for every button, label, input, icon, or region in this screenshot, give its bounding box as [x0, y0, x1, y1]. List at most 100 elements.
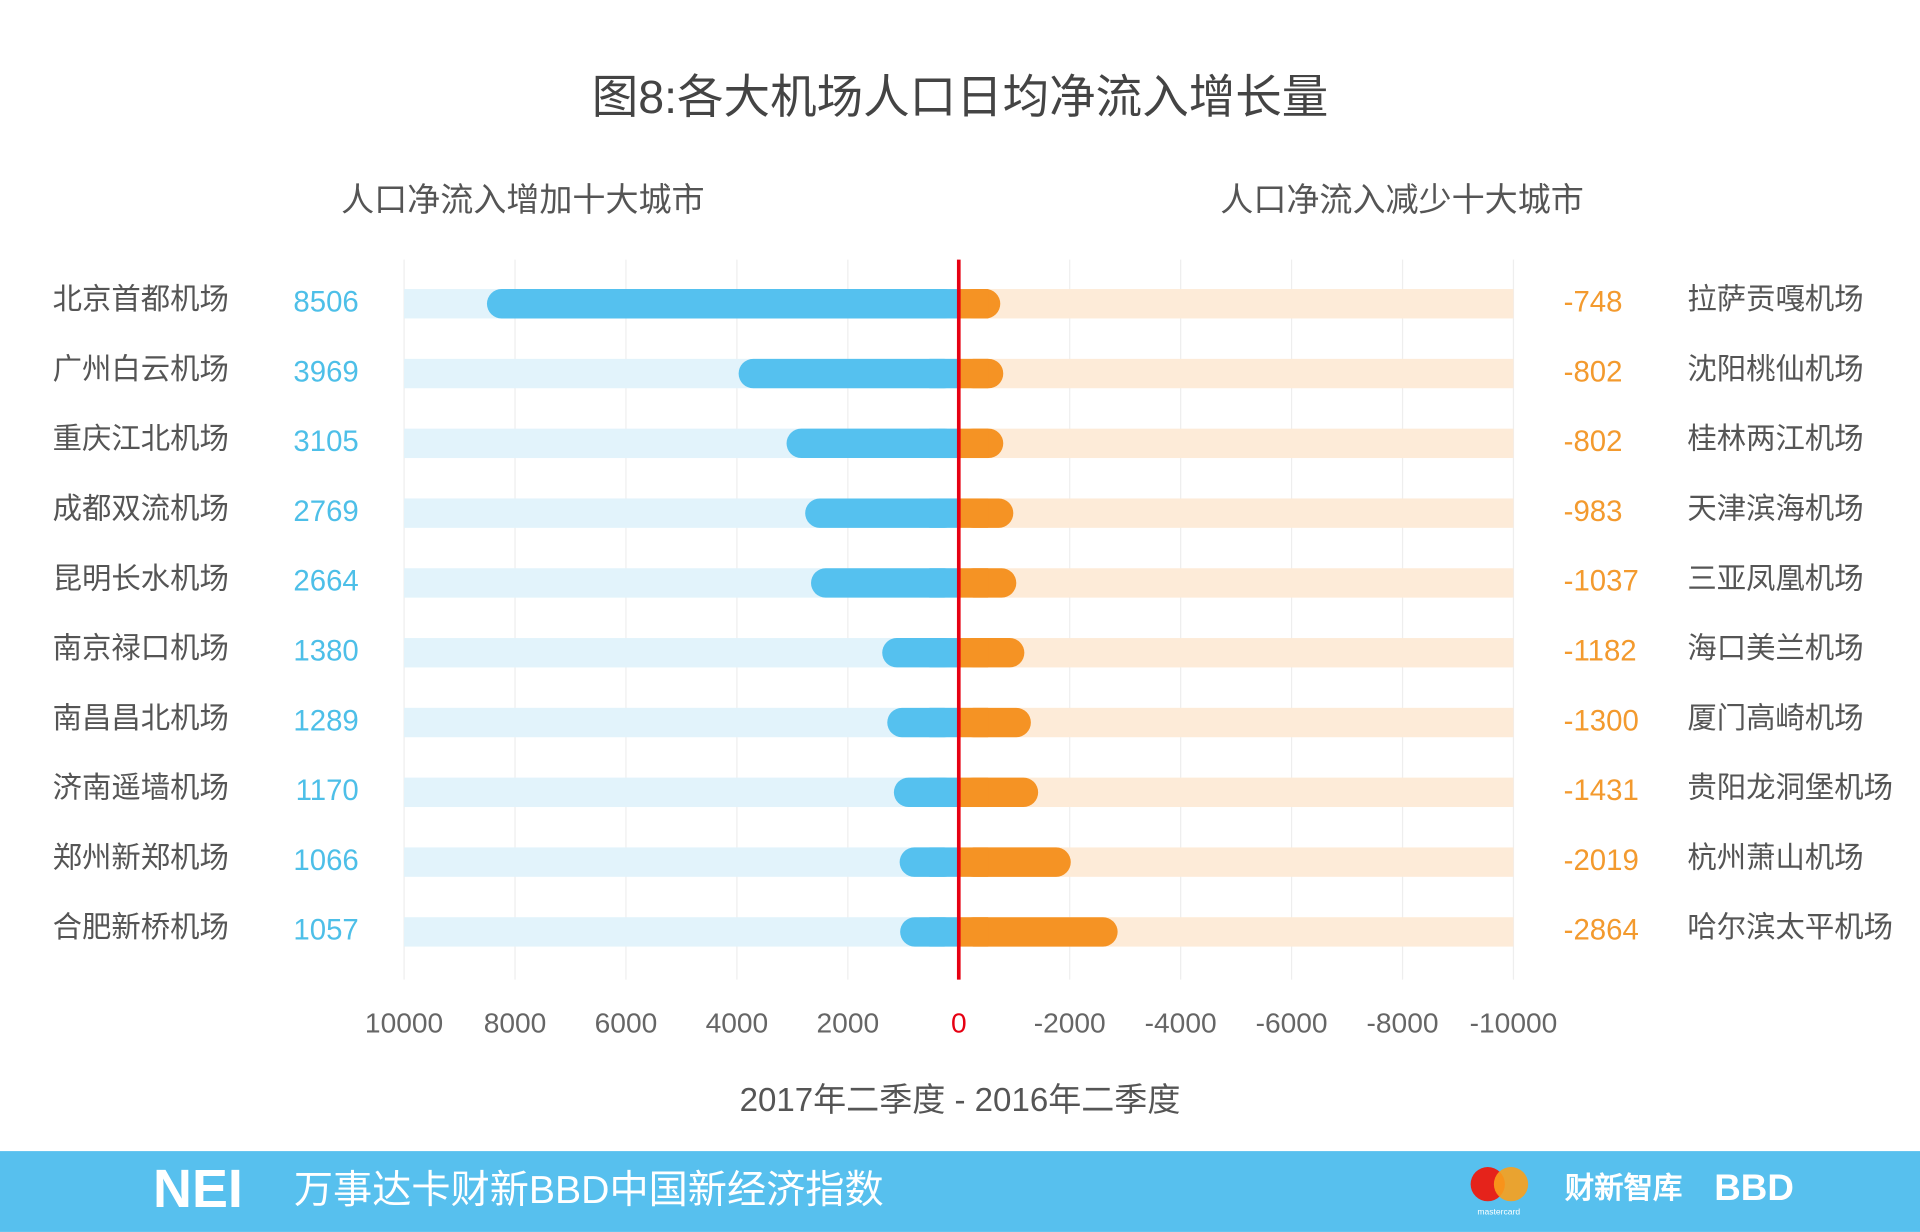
- bar: [958, 707, 989, 738]
- category-label: 杭州萧山机场: [1687, 841, 1863, 874]
- category-label: 天津滨海机场: [1687, 492, 1863, 525]
- x-tick-label: 6000: [595, 1007, 658, 1038]
- bar-track: [958, 428, 1514, 459]
- bar: [929, 428, 959, 459]
- bar: [929, 777, 959, 808]
- series-heading: 人口净流入减少十大城市: [1220, 182, 1584, 219]
- category-label: 北京首都机场: [53, 283, 229, 316]
- bar: [958, 917, 1118, 947]
- value-label: 3105: [293, 425, 358, 458]
- bar: [929, 847, 959, 877]
- value-label: 1170: [296, 774, 359, 807]
- category-label: 成都双流机场: [53, 492, 229, 525]
- value-label: 2769: [293, 495, 358, 528]
- bar: [958, 428, 989, 459]
- category-label: 重庆江北机场: [53, 423, 229, 456]
- category-label: 桂林两江机场: [1687, 423, 1863, 456]
- value-label: -2019: [1564, 844, 1639, 877]
- bar: [929, 917, 959, 947]
- x-tick-label: 2000: [817, 1007, 880, 1038]
- bar: [929, 707, 959, 738]
- bar-track: [404, 917, 959, 947]
- bar-track: [958, 777, 1514, 808]
- bar: [958, 917, 989, 947]
- category-label: 沈阳桃仙机场: [1687, 353, 1863, 386]
- footer-band: [0, 1151, 1920, 1232]
- value-label: 1380: [293, 635, 358, 668]
- value-label: -748: [1564, 286, 1623, 319]
- x-tick-label: 8000: [484, 1007, 547, 1038]
- footer-logo: NEI: [153, 1159, 243, 1219]
- bar: [786, 428, 959, 459]
- bar: [929, 498, 959, 528]
- bar: [805, 498, 959, 528]
- category-label: 南京禄口机场: [53, 632, 229, 665]
- bar-track: [958, 568, 1514, 598]
- bar-track: [958, 498, 1514, 528]
- value-label: -1037: [1564, 565, 1639, 598]
- bar: [958, 638, 989, 668]
- partner-logo: mastercard: [1477, 1207, 1520, 1217]
- category-label: 贵阳龙洞堡机场: [1687, 772, 1893, 805]
- x-tick-label: 4000: [706, 1007, 769, 1038]
- x-tick-label: -6000: [1256, 1007, 1328, 1038]
- partner-logo: BBD: [1714, 1167, 1794, 1208]
- bar: [929, 358, 959, 389]
- series-heading: 人口净流入增加十大城市: [341, 182, 705, 219]
- mastercard-circle: [1493, 1167, 1529, 1202]
- footer-title: 万事达卡财新BBD中国新经济指数: [294, 1169, 884, 1212]
- category-label: 昆明长水机场: [53, 562, 229, 595]
- bar: [958, 358, 989, 389]
- bar-track: [404, 777, 959, 808]
- chart-title: 图8:各大机场人口日均净流入增长量: [592, 71, 1329, 123]
- category-label: 拉萨贡嘎机场: [1687, 283, 1863, 316]
- bar: [929, 638, 959, 668]
- x-tick-label: -10000: [1470, 1007, 1558, 1038]
- value-label: -1300: [1564, 704, 1639, 737]
- bar: [486, 289, 959, 319]
- bar: [929, 568, 959, 598]
- bar-track: [958, 707, 1514, 738]
- value-label: 8506: [293, 286, 358, 319]
- category-label: 济南遥墙机场: [53, 772, 229, 805]
- bar: [958, 289, 989, 319]
- x-axis-label: 2017年二季度 - 2016年二季度: [740, 1082, 1181, 1119]
- value-label: 1057: [293, 914, 358, 947]
- bar-track: [958, 638, 1514, 668]
- category-label: 哈尔滨太平机场: [1687, 911, 1893, 944]
- bar: [929, 289, 959, 319]
- x-tick-label: -4000: [1145, 1007, 1217, 1038]
- bar: [958, 498, 989, 528]
- bar-track: [958, 358, 1514, 389]
- bar: [958, 847, 989, 877]
- x-tick-label: 10000: [365, 1007, 443, 1038]
- x-tick-label: 0: [951, 1007, 967, 1038]
- value-label: 2664: [293, 565, 358, 598]
- x-tick-label: -2000: [1034, 1007, 1106, 1038]
- value-label: -802: [1564, 425, 1623, 458]
- value-label: -1431: [1564, 774, 1639, 807]
- category-label: 厦门高崎机场: [1687, 702, 1863, 735]
- category-label: 海口美兰机场: [1687, 632, 1863, 665]
- value-label: -1182: [1564, 635, 1637, 668]
- category-label: 南昌昌北机场: [53, 702, 229, 735]
- bar: [958, 777, 989, 808]
- value-label: -983: [1564, 495, 1623, 528]
- bar-track: [958, 289, 1514, 319]
- bar: [958, 568, 989, 598]
- category-label: 郑州新郑机场: [53, 841, 229, 874]
- value-label: -802: [1564, 355, 1623, 388]
- partner-logo: 财新智库: [1565, 1172, 1683, 1205]
- value-label: 3969: [293, 355, 358, 388]
- category-label: 合肥新桥机场: [53, 911, 229, 944]
- value-label: -2864: [1564, 914, 1639, 947]
- value-label: 1066: [293, 844, 358, 877]
- category-label: 三亚凤凰机场: [1687, 562, 1863, 595]
- category-label: 广州白云机场: [53, 353, 229, 386]
- bar: [811, 568, 959, 598]
- value-label: 1289: [293, 704, 358, 737]
- bar-track: [404, 707, 959, 738]
- bar-track: [404, 847, 959, 877]
- bar-track: [404, 638, 959, 668]
